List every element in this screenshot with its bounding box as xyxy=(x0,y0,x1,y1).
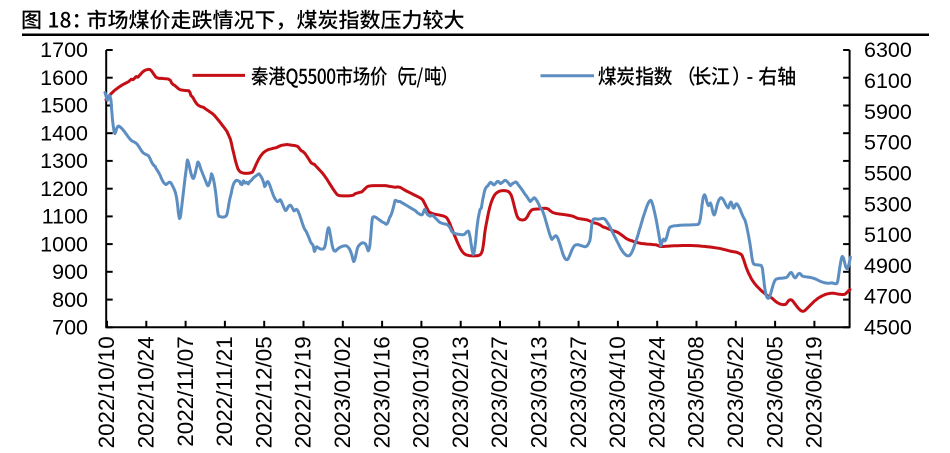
svg-text:1200: 1200 xyxy=(40,177,88,201)
svg-text:800: 800 xyxy=(52,288,88,312)
svg-text:2023/01/30: 2023/01/30 xyxy=(409,336,434,448)
svg-text:700: 700 xyxy=(52,316,88,340)
svg-text:1300: 1300 xyxy=(40,149,88,173)
svg-text:2023/05/22: 2023/05/22 xyxy=(723,336,748,448)
svg-text:900: 900 xyxy=(52,260,88,284)
svg-text:5900: 5900 xyxy=(864,100,912,124)
svg-text:2023/03/27: 2023/03/27 xyxy=(566,336,591,448)
svg-text:2023/06/19: 2023/06/19 xyxy=(802,336,827,448)
svg-text:2022/11/21: 2022/11/21 xyxy=(212,336,237,446)
svg-text:2023/01/02: 2023/01/02 xyxy=(330,336,355,448)
svg-text:6100: 6100 xyxy=(864,69,912,93)
svg-text:4700: 4700 xyxy=(864,285,912,309)
svg-text:1400: 1400 xyxy=(40,121,88,145)
svg-text:4500: 4500 xyxy=(864,316,912,340)
svg-text:5100: 5100 xyxy=(864,223,912,247)
svg-text:2023/06/05: 2023/06/05 xyxy=(762,336,787,448)
svg-text:2023/02/13: 2023/02/13 xyxy=(448,336,473,448)
svg-text:5300: 5300 xyxy=(864,192,912,216)
svg-text:2022/12/19: 2022/12/19 xyxy=(291,336,316,448)
svg-text:6300: 6300 xyxy=(864,38,912,62)
svg-text:2022/12/05: 2022/12/05 xyxy=(251,336,276,448)
svg-text:4900: 4900 xyxy=(864,254,912,278)
svg-text:2023/04/24: 2023/04/24 xyxy=(644,336,669,448)
svg-text:2022/11/07: 2022/11/07 xyxy=(173,336,198,446)
svg-text:1100: 1100 xyxy=(42,205,88,229)
svg-text:2022/10/24: 2022/10/24 xyxy=(134,336,159,448)
svg-text:2023/05/08: 2023/05/08 xyxy=(684,336,709,448)
svg-text:5700: 5700 xyxy=(864,131,912,155)
svg-text:2023/02/27: 2023/02/27 xyxy=(487,336,512,448)
svg-text:2023/01/16: 2023/01/16 xyxy=(369,336,394,448)
svg-text:2023/03/13: 2023/03/13 xyxy=(527,336,552,448)
svg-text:5500: 5500 xyxy=(864,161,912,185)
svg-text:1700: 1700 xyxy=(40,38,88,62)
svg-text:2023/04/10: 2023/04/10 xyxy=(605,336,630,448)
svg-text:2022/10/10: 2022/10/10 xyxy=(94,336,119,448)
svg-text:1600: 1600 xyxy=(40,66,88,90)
svg-text:1500: 1500 xyxy=(40,94,88,118)
svg-text:1000: 1000 xyxy=(40,232,88,256)
